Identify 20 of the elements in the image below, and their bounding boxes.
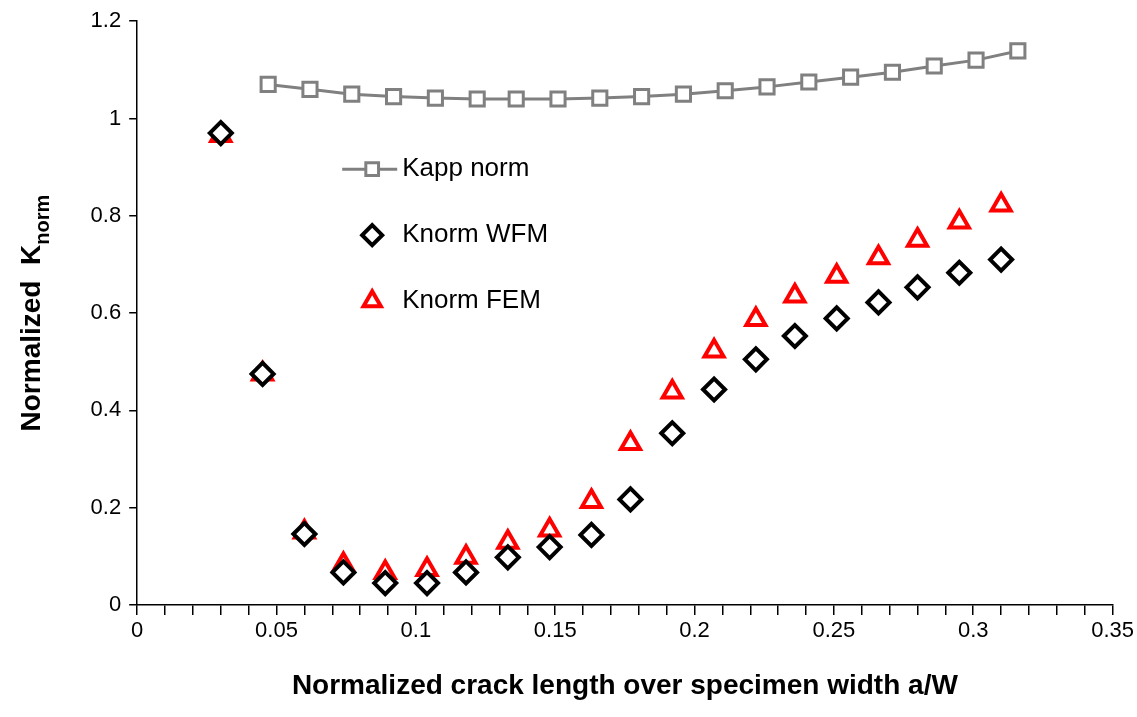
y-tick-label: 1 — [108, 104, 122, 130]
x-tick-label: 0.15 — [533, 617, 577, 643]
x-tick-label: 0.05 — [255, 617, 298, 643]
legend-label: Kapp norm — [402, 152, 530, 183]
y-tick-label: 1.2 — [90, 7, 122, 33]
x-tick-label: 0.25 — [812, 617, 856, 643]
x-tick-label: 0.3 — [957, 617, 989, 643]
x-tick-label: 0.35 — [1091, 617, 1134, 643]
x-axis-title: Normalized crack length over specimen width a/W — [291, 668, 959, 700]
x-tick-label: 0 — [131, 617, 144, 643]
x-tick-label: 0.2 — [679, 617, 710, 643]
y-axis-title: Normalized Knorm — [15, 194, 53, 432]
y-tick-label: 0.2 — [90, 493, 122, 519]
legend-label: Knorm WFM — [402, 218, 549, 249]
legend-label: Knorm FEM — [402, 284, 541, 315]
y-tick-label: 0.6 — [90, 299, 122, 325]
y-tick-label: 0.8 — [90, 201, 122, 227]
y-tick-label: 0.4 — [90, 396, 122, 422]
y-tick-label: 0 — [108, 591, 122, 617]
x-tick-label: 0.1 — [400, 617, 432, 643]
